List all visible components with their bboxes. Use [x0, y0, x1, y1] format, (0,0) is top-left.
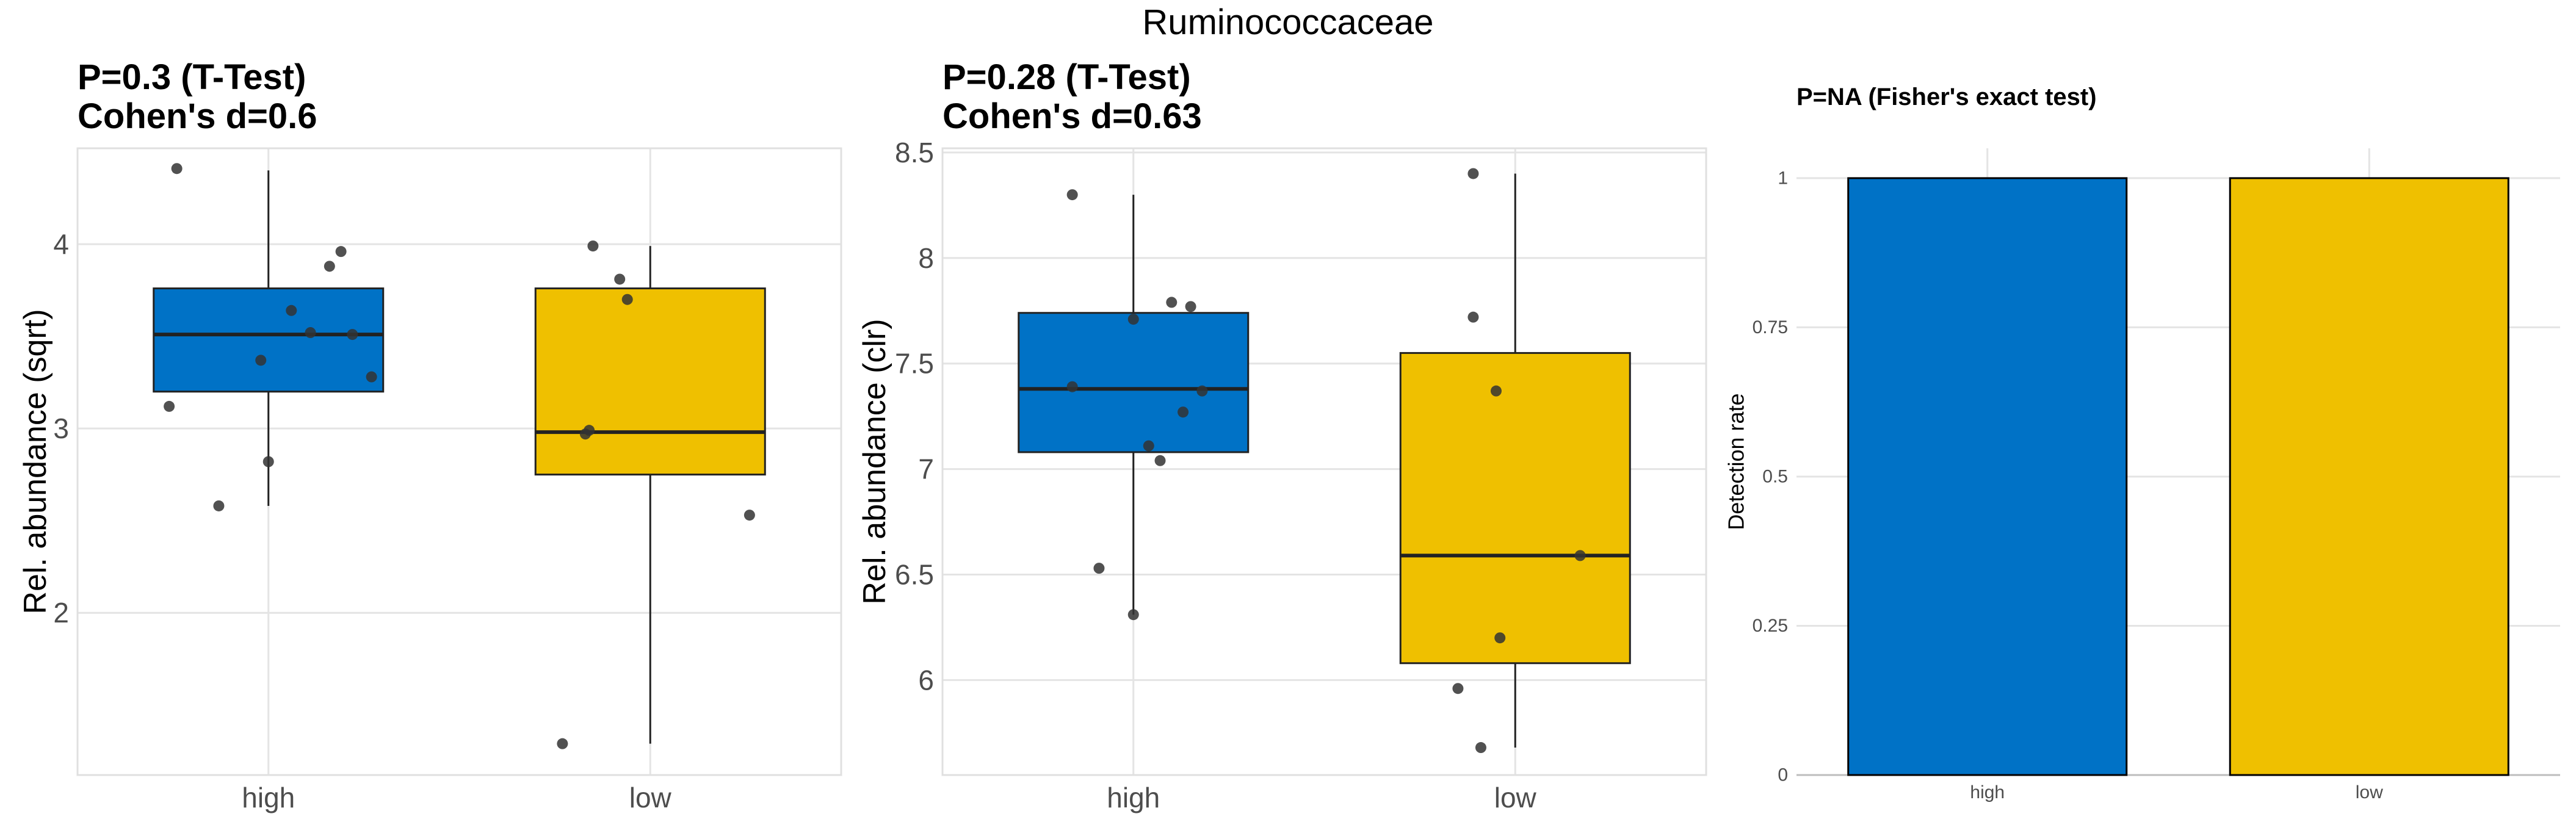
data-point-high	[262, 456, 274, 467]
data-point-low	[1494, 632, 1506, 644]
data-point-high	[255, 355, 267, 366]
y-tick-label: 6	[918, 664, 934, 696]
y-tick-label: 6.5	[895, 558, 934, 590]
plot-frame	[941, 147, 1707, 776]
y-tick-label: 1	[1778, 168, 1788, 188]
data-point-low	[1467, 311, 1479, 323]
x-tick-label-high: high	[242, 782, 295, 813]
panel-title-line2: Cohen's d=0.63	[942, 96, 1202, 136]
panel-title-line1: P=0.3 (T-Test)	[78, 57, 306, 97]
panel-title-line2: Cohen's d=0.6	[78, 96, 317, 136]
data-point-low	[1452, 683, 1464, 694]
box-high	[1018, 312, 1250, 453]
panel-detection-barplot: 0 0.25 0.5 0.75 1 high low Detection rate P=NA (…	[1724, 84, 2560, 802]
x-tick-label-low: low	[2356, 782, 2383, 802]
box-low	[1399, 352, 1631, 665]
data-point-high	[324, 261, 335, 272]
data-point-high	[171, 163, 183, 175]
y-tick-label: 0	[1778, 765, 1788, 785]
x-tick-label-high: high	[1970, 782, 2005, 802]
box-low	[534, 287, 766, 476]
y-tick-label: 7	[918, 453, 934, 485]
data-point-low	[1475, 742, 1486, 754]
data-point-high	[1166, 297, 1178, 308]
y-tick-label: 0.5	[1762, 466, 1788, 486]
box-high	[153, 287, 385, 393]
y-tick-label: 0.75	[1753, 317, 1788, 337]
data-point-low	[743, 510, 755, 521]
y-axis-title: Rel. abundance (clr)	[857, 319, 892, 604]
y-tick-label: 8	[918, 242, 934, 274]
y-tick-label: 8.5	[895, 137, 934, 168]
y-axis-title: Detection rate	[1724, 393, 1749, 530]
plot-frame	[76, 147, 842, 776]
data-point-high	[1178, 406, 1189, 418]
panel-title-line1: P=0.28 (T-Test)	[942, 57, 1191, 97]
figure-title: Ruminococcaceae	[1142, 2, 1433, 42]
panel-title: P=NA (Fisher's exact test)	[1796, 84, 2097, 110]
data-point-high	[1093, 563, 1105, 574]
data-point-low	[1467, 168, 1479, 179]
data-point-high	[213, 500, 225, 511]
data-point-high	[1066, 381, 1078, 392]
panel-clr-boxplot: 6 6.5 7 7.5 8 8.5 high low Rel. abundance (clr) P…	[857, 57, 1707, 813]
y-tick-label: 7.5	[895, 348, 934, 380]
data-point-high	[1143, 440, 1154, 452]
y-axis-title: Rel. abundance (sqrt)	[18, 309, 53, 614]
data-point-high	[1127, 314, 1139, 325]
data-point-low	[614, 273, 626, 285]
data-point-low	[621, 294, 633, 305]
data-point-high	[1154, 455, 1166, 466]
y-tick-label: 3	[53, 413, 69, 444]
x-tick-label-low: low	[1494, 782, 1537, 813]
data-point-high	[1066, 189, 1078, 201]
x-tick-label-high: high	[1107, 782, 1160, 813]
panel-sqrt-boxplot: 2 3 4 high low Rel. abundance (sqrt) P=0.3 (T-…	[18, 57, 842, 813]
bar-high	[1847, 177, 2128, 776]
data-point-high	[347, 329, 358, 341]
data-point-low	[557, 738, 568, 749]
data-point-low	[579, 428, 591, 440]
data-point-high	[366, 371, 377, 383]
data-point-high	[164, 400, 175, 412]
y-tick-label: 4	[53, 228, 69, 260]
data-point-high	[1127, 609, 1139, 621]
y-tick-label: 2	[53, 597, 69, 629]
data-point-high	[1196, 385, 1208, 397]
data-point-low	[587, 240, 599, 252]
y-tick-label: 0.25	[1753, 616, 1788, 636]
x-tick-label-low: low	[629, 782, 672, 813]
data-point-high	[335, 246, 347, 258]
data-point-high	[305, 327, 316, 339]
data-point-high	[286, 305, 297, 316]
data-point-high	[1185, 301, 1196, 312]
data-point-low	[1490, 385, 1502, 397]
bar-low	[2229, 177, 2509, 776]
data-point-low	[1574, 550, 1586, 561]
